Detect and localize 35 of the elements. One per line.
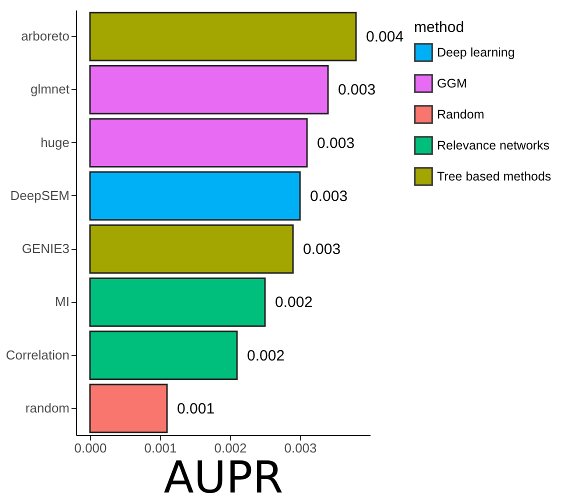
data-label: 0.001 [177, 400, 215, 418]
data-label: 0.003 [303, 241, 341, 258]
bar [89, 224, 294, 274]
y-tick-label: DeepSEM [10, 188, 70, 203]
data-label: 0.003 [317, 134, 355, 152]
data-label: 0.003 [310, 188, 348, 205]
bar [89, 384, 168, 434]
bar [89, 171, 301, 221]
y-tick-label: Correlation [6, 347, 70, 362]
x-tick-label: 0.002 [214, 440, 247, 456]
y-tick-label: arboreto [21, 28, 70, 44]
legend-label: Relevance networks [437, 138, 550, 152]
y-tick-label: MI [55, 294, 70, 310]
y-tick-label: random [25, 400, 70, 416]
legend-label: Random [437, 108, 484, 122]
bar [89, 118, 308, 168]
data-label: 0.002 [247, 347, 285, 364]
bar [89, 330, 238, 380]
legend-title: method [414, 19, 464, 36]
bar [89, 65, 329, 114]
x-axis-title: AUPR [164, 452, 284, 494]
x-tick-label: 0.001 [144, 440, 177, 456]
y-tick-label: glmnet [30, 82, 70, 97]
legend-label: Deep learning [437, 46, 515, 60]
bar [89, 12, 357, 62]
legend-label: Tree based methods [437, 170, 552, 184]
data-label: 0.002 [275, 294, 313, 312]
y-tick-label: huge [40, 134, 70, 150]
legend-label: GGM [437, 76, 467, 90]
bar [89, 278, 266, 327]
x-tick-label: 0.003 [284, 440, 317, 456]
x-tick-label: 0.000 [74, 440, 107, 456]
data-label: 0.003 [338, 82, 376, 99]
y-tick-label: GENIE3 [22, 241, 70, 256]
data-label: 0.004 [366, 28, 404, 46]
